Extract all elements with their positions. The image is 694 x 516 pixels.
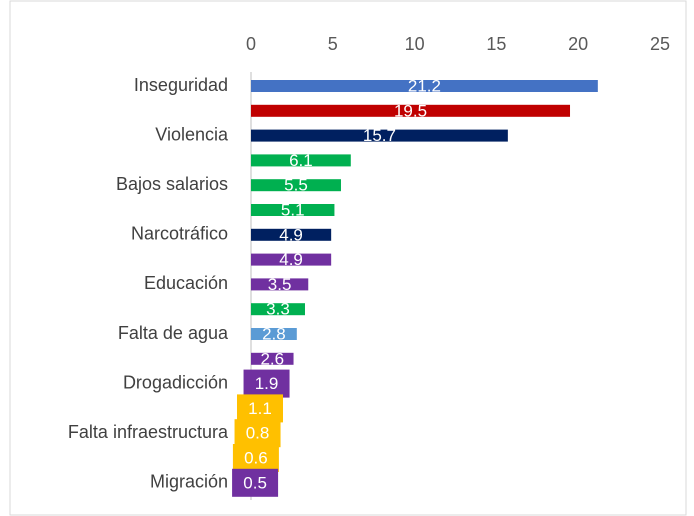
data-label: 21.2 <box>408 76 441 95</box>
y-tick-label: Drogadicción <box>123 372 228 392</box>
bar <box>251 129 508 142</box>
bar <box>251 204 335 216</box>
x-tick-label: 10 <box>405 34 425 54</box>
bar <box>251 328 297 340</box>
data-label: 2.6 <box>260 349 284 368</box>
bar <box>251 179 341 192</box>
data-label: 1.1 <box>248 399 272 418</box>
y-tick-label: Migración <box>150 472 228 492</box>
bar <box>251 278 309 291</box>
bar <box>251 303 305 316</box>
data-label-box <box>234 419 281 448</box>
bar <box>251 104 571 117</box>
y-tick-label: Bajos salarios <box>116 174 228 194</box>
data-label-box <box>232 444 279 472</box>
bar <box>251 154 351 167</box>
y-tick-label: Falta de agua <box>118 323 229 343</box>
y-tick-label: Educación <box>144 273 228 293</box>
data-label: 19.5 <box>394 101 427 120</box>
data-label: 3.3 <box>266 300 290 319</box>
bar <box>251 80 598 92</box>
y-tick-label: Narcotráfico <box>131 224 228 244</box>
data-label: 4.9 <box>279 225 303 244</box>
y-tick-label: Falta infraestructura <box>68 422 229 442</box>
data-label: 15.7 <box>363 126 396 145</box>
x-tick-label: 15 <box>486 34 506 54</box>
data-label-box <box>232 468 279 497</box>
data-label: 6.1 <box>289 151 313 170</box>
x-tick-label: 25 <box>650 34 670 54</box>
data-label: 3.5 <box>268 275 292 294</box>
chart-frame <box>9 0 687 516</box>
bar <box>251 253 332 266</box>
data-label: 5.1 <box>281 200 305 219</box>
bar <box>251 352 294 365</box>
data-label: 0.5 <box>243 473 267 492</box>
data-label: 2.8 <box>262 324 286 343</box>
bar <box>251 228 332 241</box>
data-label: 0.8 <box>246 424 270 443</box>
y-tick-label: Inseguridad <box>134 75 228 95</box>
data-label: 1.9 <box>255 374 279 393</box>
data-label: 0.6 <box>244 448 268 467</box>
data-label: 5.5 <box>284 176 308 195</box>
x-tick-label: 5 <box>328 34 338 54</box>
y-tick-label: Violencia <box>155 124 229 144</box>
x-tick-label: 20 <box>568 34 588 54</box>
data-label-box <box>236 394 283 423</box>
data-label: 4.9 <box>279 250 303 269</box>
x-tick-label: 0 <box>246 34 256 54</box>
data-label-box <box>243 369 290 398</box>
